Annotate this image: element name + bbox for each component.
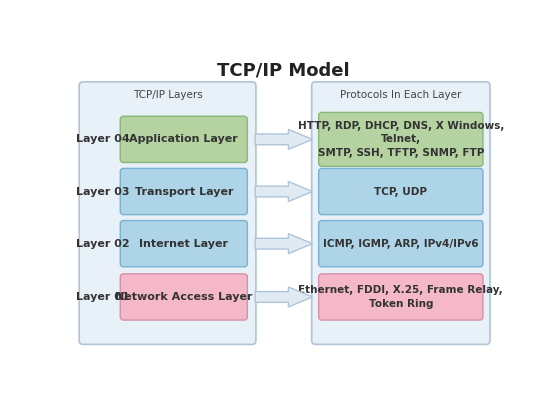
Polygon shape (255, 287, 312, 307)
Polygon shape (255, 129, 312, 149)
Text: Layer 04: Layer 04 (76, 134, 130, 144)
Text: Internet Layer: Internet Layer (139, 239, 228, 249)
FancyBboxPatch shape (120, 274, 247, 320)
Text: Layer 02: Layer 02 (76, 239, 130, 249)
FancyBboxPatch shape (79, 82, 256, 344)
FancyBboxPatch shape (319, 169, 483, 215)
Text: TCP/IP Model: TCP/IP Model (217, 61, 349, 79)
Polygon shape (255, 182, 312, 202)
Text: TCP/IP Layers: TCP/IP Layers (133, 90, 202, 99)
Text: ICMP, IGMP, ARP, IPv4/IPv6: ICMP, IGMP, ARP, IPv4/IPv6 (323, 239, 479, 249)
Text: Layer 01: Layer 01 (76, 292, 130, 302)
Text: Layer 03: Layer 03 (76, 187, 130, 196)
Text: HTTP, RDP, DHCP, DNS, X Windows,
Telnet,
SMTP, SSH, TFTP, SNMP, FTP: HTTP, RDP, DHCP, DNS, X Windows, Telnet,… (298, 121, 504, 158)
FancyBboxPatch shape (319, 220, 483, 267)
FancyBboxPatch shape (120, 169, 247, 215)
Text: Ethernet, FDDI, X.25, Frame Relay,
Token Ring: Ethernet, FDDI, X.25, Frame Relay, Token… (299, 285, 503, 309)
Text: Transport Layer: Transport Layer (134, 187, 233, 196)
Text: Network Access Layer: Network Access Layer (115, 292, 253, 302)
Text: TCP, UDP: TCP, UDP (374, 187, 427, 196)
FancyBboxPatch shape (120, 220, 247, 267)
FancyBboxPatch shape (312, 82, 490, 344)
FancyBboxPatch shape (319, 112, 483, 166)
FancyBboxPatch shape (120, 116, 247, 162)
FancyBboxPatch shape (319, 274, 483, 320)
Text: Application Layer: Application Layer (129, 134, 238, 144)
Text: Protocols In Each Layer: Protocols In Each Layer (340, 90, 462, 99)
Polygon shape (255, 234, 312, 253)
